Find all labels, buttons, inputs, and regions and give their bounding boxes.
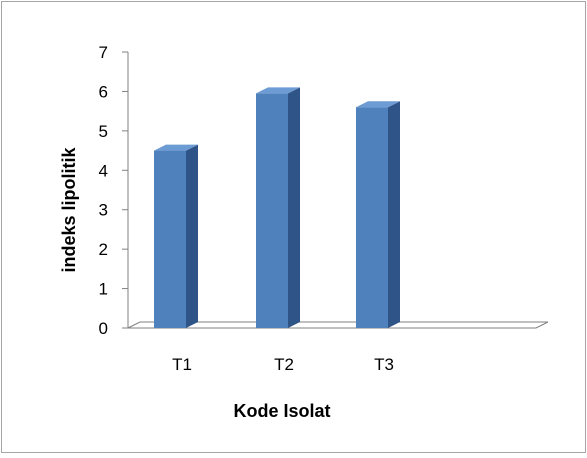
- y-tick-label: 4: [99, 161, 108, 180]
- y-tick-label: 2: [99, 240, 108, 259]
- bar-front: [154, 150, 186, 328]
- x-tick-label: T2: [274, 355, 294, 374]
- bars: [154, 87, 400, 329]
- x-tick-label: T3: [374, 355, 394, 374]
- bar-side: [186, 144, 198, 328]
- bar-T2: [256, 87, 300, 329]
- x-axis-label: Kode Isolat: [233, 401, 330, 421]
- y-tick-label: 1: [99, 280, 108, 299]
- bar-T1: [154, 144, 198, 328]
- y-tick-label: 0: [99, 319, 108, 338]
- bar-top: [356, 101, 400, 108]
- bar-front: [356, 107, 388, 328]
- y-tick-label: 6: [99, 82, 108, 101]
- y-tick-labels: 0 1 2 3 4 5 6 7: [99, 43, 108, 338]
- bar-side: [288, 87, 300, 329]
- y-tick-label: 7: [99, 43, 108, 62]
- bar-front: [256, 93, 288, 329]
- bar-top: [154, 144, 198, 151]
- floor-plane: [127, 321, 549, 329]
- axes: [122, 51, 549, 329]
- y-tick-label: 3: [99, 201, 108, 220]
- x-tick-labels: T1 T2 T3: [172, 355, 394, 374]
- bar-T3: [356, 101, 400, 328]
- x-tick-label: T1: [172, 355, 192, 374]
- bar-top: [256, 87, 300, 94]
- bar-side: [388, 101, 400, 328]
- y-axis-label: indeks lipolitik: [59, 147, 79, 273]
- y-tick-label: 5: [99, 122, 108, 141]
